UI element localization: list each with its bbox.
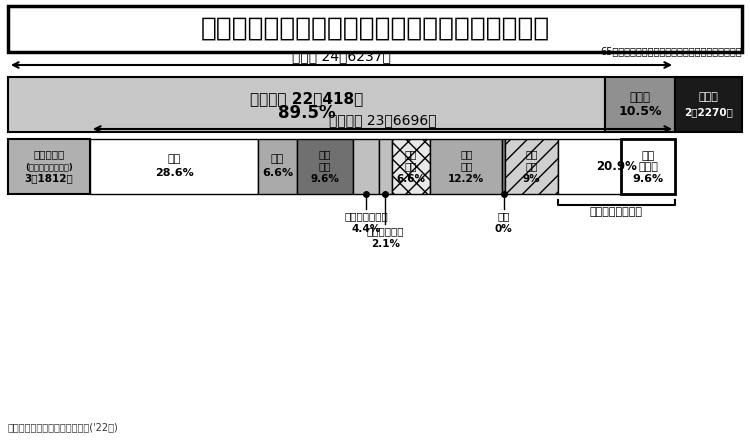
Text: 非消費支出: 非消費支出 bbox=[33, 149, 64, 160]
Bar bbox=[353, 139, 380, 194]
Text: 65才以上の夫婦のみの無職世帯の家計収支（月々）: 65才以上の夫婦のみの無職世帯の家計収支（月々） bbox=[600, 46, 742, 56]
Text: 2万2270円: 2万2270円 bbox=[684, 107, 733, 118]
Text: 水道: 水道 bbox=[319, 161, 332, 171]
Bar bbox=[258, 139, 297, 194]
Text: 9%: 9% bbox=[523, 174, 540, 183]
Text: 12.2%: 12.2% bbox=[448, 174, 484, 183]
Text: 消費支出 23万6696円: 消費支出 23万6696円 bbox=[328, 113, 436, 127]
Bar bbox=[503, 139, 505, 194]
Bar bbox=[621, 139, 675, 194]
Bar bbox=[8, 139, 90, 194]
Text: 28.6%: 28.6% bbox=[154, 168, 194, 178]
Text: 教養: 教養 bbox=[525, 149, 538, 160]
Text: 年金など 22万418円: 年金など 22万418円 bbox=[250, 91, 363, 106]
Text: 光熱: 光熱 bbox=[319, 149, 332, 160]
Text: 6.6%: 6.6% bbox=[397, 174, 425, 183]
Text: 交際費: 交際費 bbox=[638, 163, 658, 172]
Text: 通信: 通信 bbox=[460, 161, 472, 171]
Text: 交通: 交通 bbox=[460, 149, 472, 160]
Text: 被服及び履物
2.1%: 被服及び履物 2.1% bbox=[367, 226, 404, 249]
Text: 9.6%: 9.6% bbox=[632, 175, 664, 184]
Text: その他の消費支出: その他の消費支出 bbox=[590, 207, 643, 217]
Text: 保険: 保険 bbox=[405, 149, 417, 160]
Bar bbox=[380, 139, 392, 194]
Text: 10.5%: 10.5% bbox=[618, 105, 662, 118]
Text: 不足分: 不足分 bbox=[698, 92, 718, 103]
Text: 娯楽: 娯楽 bbox=[525, 161, 538, 171]
Bar bbox=[392, 139, 430, 194]
Text: 3万1812円: 3万1812円 bbox=[25, 174, 74, 183]
Bar bbox=[8, 6, 742, 52]
Bar bbox=[90, 139, 258, 194]
Text: 教育
0%: 教育 0% bbox=[495, 211, 512, 234]
Bar bbox=[430, 139, 502, 194]
Text: 食料: 食料 bbox=[167, 155, 181, 164]
Bar bbox=[558, 139, 675, 194]
Text: その他: その他 bbox=[629, 91, 650, 104]
Text: 9.6%: 9.6% bbox=[310, 174, 340, 183]
Text: 実収入 24万6237円: 実収入 24万6237円 bbox=[292, 49, 391, 63]
Bar bbox=[675, 77, 742, 132]
Bar bbox=[505, 139, 558, 194]
Text: 20.9%: 20.9% bbox=[596, 160, 637, 173]
Bar bbox=[605, 77, 675, 132]
Text: 収入が年金のみでも月々の生活費の赤字はわずか: 収入が年金のみでも月々の生活費の赤字はわずか bbox=[200, 16, 550, 42]
Bar bbox=[8, 77, 605, 132]
Text: (税金や保険料など): (税金や保険料など) bbox=[26, 162, 73, 171]
Text: 住居: 住居 bbox=[271, 155, 284, 164]
Bar bbox=[297, 139, 353, 194]
Text: 医療: 医療 bbox=[405, 161, 417, 171]
Text: うち: うち bbox=[641, 152, 655, 161]
Text: 出典：総務省「家計調査報告」('22年): 出典：総務省「家計調査報告」('22年) bbox=[8, 422, 118, 432]
Text: 89.5%: 89.5% bbox=[278, 103, 335, 122]
Text: 6.6%: 6.6% bbox=[262, 168, 293, 178]
Text: 家具・家事用品
4.4%: 家具・家事用品 4.4% bbox=[344, 211, 388, 234]
